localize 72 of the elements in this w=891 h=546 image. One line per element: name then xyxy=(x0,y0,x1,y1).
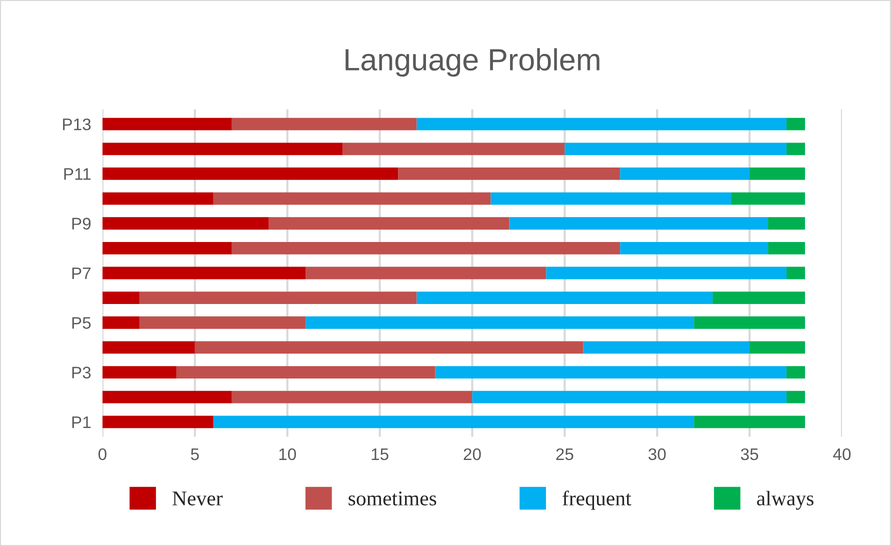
y-tick-label: P1 xyxy=(72,416,91,428)
bar xyxy=(213,192,491,205)
bar xyxy=(342,142,565,156)
y-tick-label: P9 xyxy=(72,218,91,230)
y-tick-label: P5 xyxy=(72,317,91,329)
bar xyxy=(268,217,510,230)
bar xyxy=(102,366,176,378)
bar xyxy=(102,217,269,230)
y-tick-label: P11 xyxy=(64,168,91,180)
bar xyxy=(786,142,806,156)
legend-label: sometimes xyxy=(348,491,436,506)
legend-label: Never xyxy=(172,492,223,506)
bar xyxy=(546,266,787,280)
bar xyxy=(213,416,694,428)
chart-title: Language Problem xyxy=(346,48,600,77)
bar xyxy=(102,266,306,280)
x-tick-label: 5 xyxy=(190,448,199,460)
bar xyxy=(232,242,620,254)
bar xyxy=(694,416,806,428)
bar xyxy=(509,217,768,230)
x-tick-label: 20 xyxy=(464,448,481,460)
bar xyxy=(620,168,750,180)
y-tick-label: P7 xyxy=(72,268,91,280)
legend-label: frequent xyxy=(562,490,632,510)
x-tick-label: 0 xyxy=(98,448,106,460)
bar xyxy=(102,168,398,180)
bar xyxy=(416,118,787,130)
bar xyxy=(712,292,806,304)
bar xyxy=(583,341,750,354)
bar xyxy=(102,341,195,354)
y-tick-label: P3 xyxy=(72,366,91,378)
bar xyxy=(102,142,343,156)
bar xyxy=(620,242,768,254)
bar xyxy=(306,266,546,280)
bar xyxy=(139,292,417,304)
x-tick-label: 25 xyxy=(556,448,574,460)
bar xyxy=(472,390,787,404)
bar xyxy=(731,192,806,205)
x-tick-label: 40 xyxy=(833,448,851,460)
legend-label: always xyxy=(757,490,814,510)
bar xyxy=(768,242,806,254)
y-tick-label: P13 xyxy=(63,118,91,130)
bar xyxy=(435,366,787,378)
bar xyxy=(750,341,806,354)
bar xyxy=(750,168,806,180)
bar xyxy=(102,316,140,329)
bar xyxy=(232,118,417,130)
bar xyxy=(194,341,584,354)
bar xyxy=(786,366,806,378)
x-tick-label: 15 xyxy=(372,448,388,460)
bar xyxy=(398,168,620,180)
bar xyxy=(102,390,232,404)
bar xyxy=(564,142,787,156)
bar xyxy=(416,292,713,304)
bar xyxy=(786,390,806,404)
bar xyxy=(786,118,806,130)
bar xyxy=(102,416,214,428)
bar xyxy=(232,390,472,404)
bar xyxy=(694,316,806,329)
x-tick-label: 10 xyxy=(279,448,296,460)
bar xyxy=(490,192,732,205)
bar xyxy=(102,118,232,130)
bar xyxy=(102,292,140,304)
x-tick-label: 35 xyxy=(740,448,758,460)
bar xyxy=(786,266,806,280)
bar xyxy=(306,316,694,329)
bar xyxy=(139,316,306,329)
bar xyxy=(102,192,214,205)
bar xyxy=(102,242,232,254)
bar xyxy=(768,217,806,230)
bar xyxy=(176,366,436,378)
x-tick-label: 30 xyxy=(648,448,666,460)
